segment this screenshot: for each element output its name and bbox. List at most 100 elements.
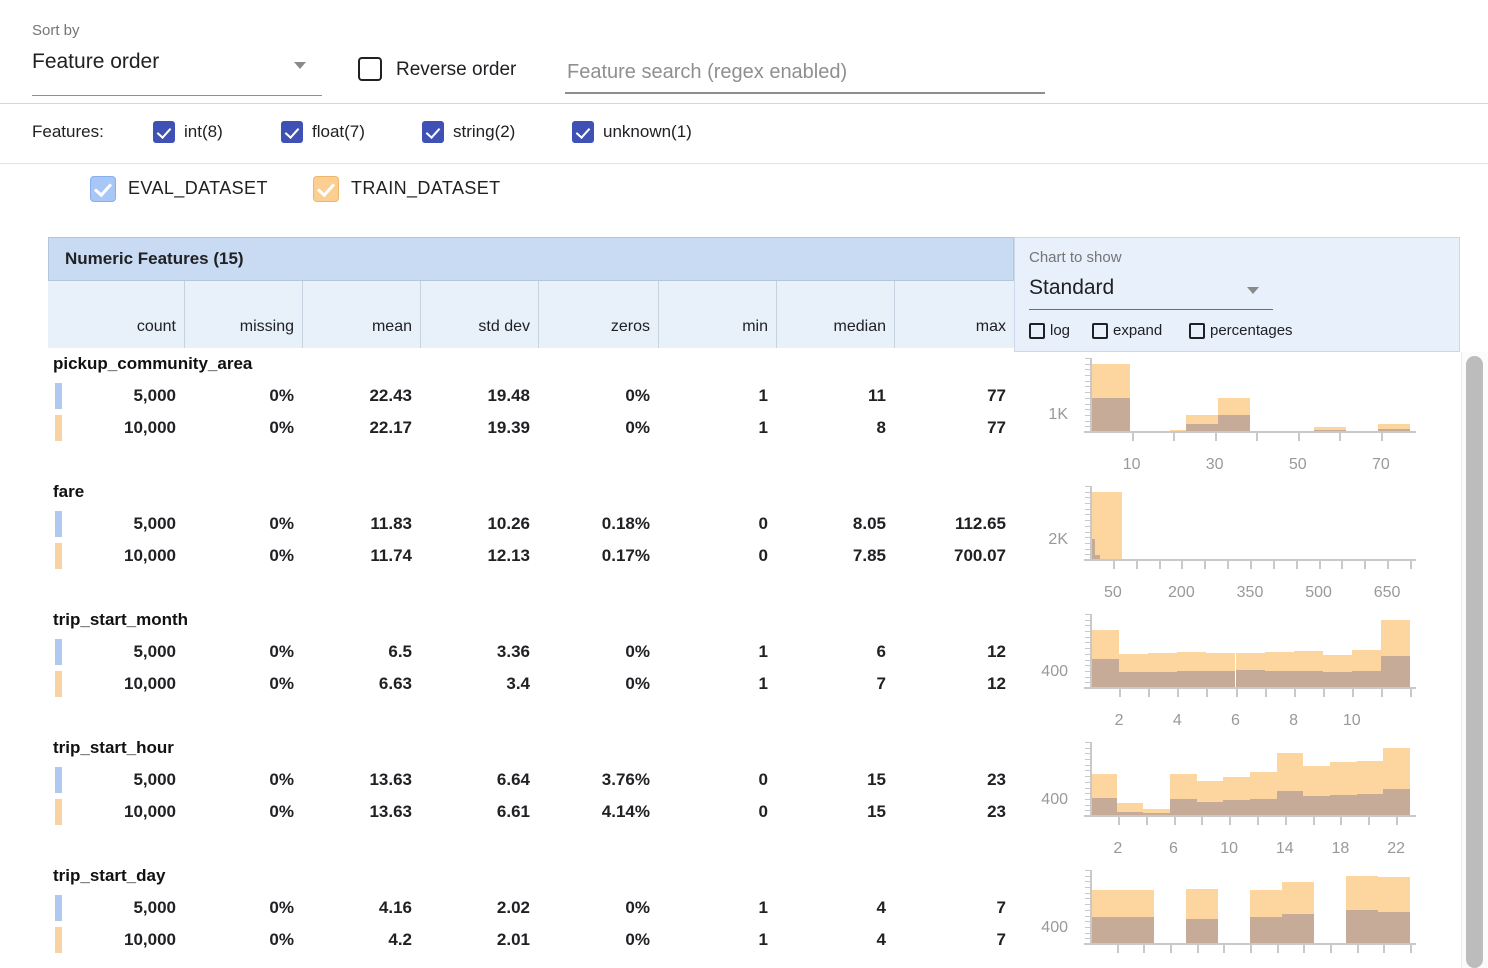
dataset-checkbox[interactable]: [90, 175, 116, 202]
y-axis-tick: [1085, 409, 1090, 411]
chart-option-log[interactable]: log: [1029, 322, 1070, 340]
stat-cell: 6.5: [388, 642, 412, 661]
stats-row: 10,000 0% 11.74 12.13 0.17% 0 7.85 700.07: [48, 540, 1014, 572]
stat-cell: 0%: [269, 514, 294, 533]
checkmark-icon: [156, 123, 172, 139]
x-axis-tick: [1303, 945, 1306, 953]
x-tick-label: 18: [1331, 840, 1350, 857]
y-axis-tick: [1085, 926, 1090, 928]
checkmark-icon: [284, 123, 300, 139]
stat-cell: 5,000: [133, 642, 176, 661]
feature-type-checkbox[interactable]: [281, 121, 303, 143]
stat-cell: 0%: [269, 930, 294, 949]
stat-cell: 6.64: [496, 770, 530, 789]
stat-cell: 1: [758, 386, 768, 405]
chart-option-checkbox[interactable]: [1092, 323, 1108, 339]
y-axis-tick: [1085, 537, 1090, 539]
swatch-cell: [48, 540, 64, 572]
histogram-bar-eval: [1223, 800, 1250, 816]
histogram-bar-eval: [1186, 919, 1218, 944]
chart-option-percentages[interactable]: percentages: [1189, 322, 1293, 340]
reverse-order-label: Reverse order: [396, 59, 517, 80]
y-axis-tick: [1085, 665, 1090, 667]
histogram-bar-eval: [1264, 670, 1294, 688]
x-axis-tick: [1158, 561, 1161, 569]
y-axis-tick: [1085, 386, 1090, 388]
x-axis-tick: [1250, 945, 1252, 953]
stat-cell: 12.13: [487, 546, 530, 565]
y-axis-tick: [1085, 932, 1090, 934]
stat-cell: 7: [876, 674, 886, 693]
feature-name: trip_start_hour: [53, 738, 174, 757]
stat-cell: 0%: [625, 418, 650, 437]
feature-section-trip_start_hour: trip_start_hour 5,000 0% 13.63 6.64 3.76% 0 15 2…: [48, 736, 1014, 864]
chart-option-expand[interactable]: expand: [1092, 322, 1162, 340]
y-axis-tick: [1085, 403, 1090, 405]
stat-cell: 0%: [269, 642, 294, 661]
histogram-bar-eval: [1282, 913, 1314, 944]
chart-to-show-label: Chart to show: [1029, 249, 1122, 266]
swatch-cell: [48, 796, 64, 828]
feature-type-checkbox[interactable]: [572, 121, 594, 143]
feature-section-trip_start_month: trip_start_month 5,000 0% 6.5 3.36 0% 1 6 12 10,0…: [48, 608, 1014, 736]
feature-type-filter-int8[interactable]: int(8): [153, 121, 223, 143]
y-axis-tick: [1085, 909, 1090, 911]
y-axis: [1090, 358, 1092, 432]
feature-type-checkbox[interactable]: [422, 121, 444, 143]
divider: [0, 103, 1488, 104]
y-axis-label: 2K: [1048, 531, 1068, 549]
feature-type-filter-unknown1[interactable]: unknown(1): [572, 121, 692, 143]
stat-cell: 112.65: [954, 514, 1006, 533]
histogram-bar-eval: [1250, 917, 1282, 944]
x-tick-label: 50: [1103, 584, 1122, 601]
y-axis-tick: [1085, 741, 1090, 743]
dataset-toggle-train_dataset[interactable]: TRAIN_DATASET: [313, 175, 501, 202]
x-axis-tick: [1340, 817, 1343, 825]
feature-type-checkbox[interactable]: [153, 121, 175, 143]
y-axis-tick: [1085, 531, 1090, 533]
numeric-features-title: Numeric Features (15): [65, 249, 244, 268]
feature-type-label: int(8): [184, 122, 223, 141]
y-axis-tick: [1085, 554, 1090, 556]
y-axis-tick: [1085, 793, 1090, 795]
dataset-swatch: [55, 927, 62, 953]
reverse-order-checkbox[interactable]: [358, 57, 382, 81]
y-axis-tick: [1085, 653, 1090, 655]
stat-cell: 5,000: [133, 514, 176, 533]
x-tick-label: 350: [1236, 584, 1264, 601]
x-axis-tick: [1339, 433, 1342, 441]
y-axis-tick: [1085, 804, 1090, 806]
histogram-bar-eval: [1095, 555, 1101, 560]
stat-cell: 0.17%: [601, 546, 650, 565]
y-axis-tick: [1085, 613, 1090, 615]
stats-row: 10,000 0% 13.63 6.61 4.14% 0 15 23: [48, 796, 1014, 828]
stat-cell: 23: [987, 802, 1006, 821]
feature-search-input[interactable]: [565, 52, 1045, 94]
y-axis-tick: [1085, 764, 1090, 766]
feature-type-filter-float7[interactable]: float(7): [281, 121, 365, 143]
sort-by-select[interactable]: Feature order: [32, 50, 322, 96]
x-axis-tick: [1297, 433, 1300, 441]
chart-type-select[interactable]: Standard: [1029, 276, 1273, 310]
chart-option-checkbox[interactable]: [1029, 323, 1045, 339]
stat-cell: 3.4: [506, 674, 530, 693]
chart-option-checkbox[interactable]: [1189, 323, 1205, 339]
column-header-min: min: [658, 281, 776, 348]
stat-cell: 5,000: [133, 386, 176, 405]
histogram-bar-eval: [1186, 423, 1218, 432]
sort-by-value: Feature order: [32, 50, 160, 73]
stat-cell: 3.36: [496, 642, 530, 661]
stat-cell: 15: [867, 770, 886, 789]
dataset-checkbox[interactable]: [313, 175, 339, 202]
dataset-toggle-eval_dataset[interactable]: EVAL_DATASET: [90, 175, 268, 202]
x-tick-label: 70: [1371, 456, 1390, 473]
histogram-bar-eval: [1276, 791, 1304, 816]
feature-type-filter-string2[interactable]: string(2): [422, 121, 515, 143]
x-tick-label: 2: [1113, 840, 1123, 857]
stat-cell: 0: [758, 802, 768, 821]
swatch-cell: [48, 636, 64, 668]
x-axis-tick: [1145, 817, 1148, 825]
histogram-bar-eval: [1250, 798, 1277, 816]
feature-name: fare: [53, 482, 85, 501]
scrollbar-thumb[interactable]: [1466, 356, 1483, 968]
